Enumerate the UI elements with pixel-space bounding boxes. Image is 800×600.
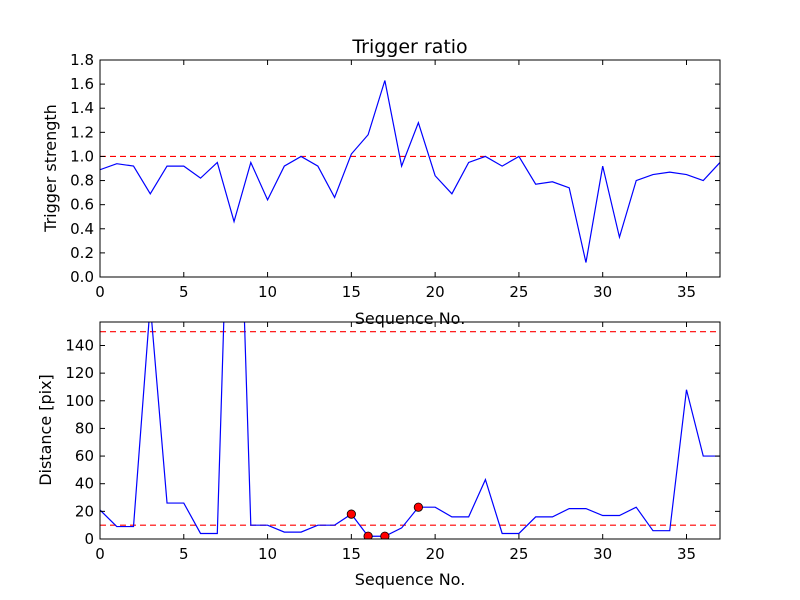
y-tick-label: 0.0: [70, 268, 94, 286]
x-axis-title: Sequence No.: [355, 570, 466, 589]
y-tick-label: 0.4: [70, 220, 94, 238]
series-line: [100, 322, 720, 537]
y-tick-label: 100: [65, 392, 94, 410]
x-tick-label: 10: [258, 283, 277, 301]
y-axis-title: Distance [pix]: [36, 374, 55, 486]
x-tick-label: 20: [426, 283, 445, 301]
y-tick-label: 0.8: [70, 172, 94, 190]
x-tick-label: 5: [179, 545, 189, 563]
y-tick-label: 40: [75, 475, 94, 493]
x-tick-label: 0: [95, 283, 105, 301]
y-tick-label: 1.0: [70, 147, 94, 165]
x-tick-label: 20: [426, 545, 445, 563]
y-tick-label: 140: [65, 336, 94, 354]
x-tick-label: 10: [258, 545, 277, 563]
x-tick-label: 30: [593, 545, 612, 563]
plot-frame: [99, 321, 721, 540]
y-axis-title: Trigger strength: [41, 104, 60, 233]
data-point-marker: [380, 531, 390, 539]
data-point-marker: [363, 531, 373, 539]
chart-title: Trigger ratio: [351, 36, 467, 58]
y-tick-label: 0.6: [70, 196, 94, 214]
x-axis-title: Sequence No.: [355, 309, 466, 328]
x-tick-label: 25: [509, 545, 528, 563]
y-tick-label: 1.8: [70, 51, 94, 69]
x-tick-label: 0: [95, 545, 105, 563]
x-tick-label: 15: [342, 283, 361, 301]
data-point-marker: [346, 509, 356, 519]
x-tick-label: 35: [677, 283, 696, 301]
y-tick-label: 120: [65, 364, 94, 382]
x-tick-label: 35: [677, 545, 696, 563]
y-tick-label: 1.6: [70, 75, 94, 93]
y-tick-label: 1.4: [70, 99, 94, 117]
x-tick-label: 25: [509, 283, 528, 301]
y-tick-label: 60: [75, 447, 94, 465]
x-tick-label: 15: [342, 545, 361, 563]
trigger-ratio-panel: Trigger ratio Sequence No. Trigger stren…: [41, 36, 721, 328]
series-line: [100, 80, 720, 263]
x-tick-label: 5: [179, 283, 189, 301]
distance-panel: Sequence No. Distance [pix] 0 5 10 15 20 25 30…: [36, 321, 721, 589]
plot-frame: [99, 59, 721, 278]
y-tick-label: 80: [75, 419, 94, 437]
x-tick-label: 30: [593, 283, 612, 301]
y-tick-label: 0: [84, 530, 94, 548]
y-tick-label: 0.2: [70, 244, 94, 262]
y-tick-label: 1.2: [70, 123, 94, 141]
data-point-marker: [413, 502, 423, 512]
y-tick-label: 20: [75, 502, 94, 520]
